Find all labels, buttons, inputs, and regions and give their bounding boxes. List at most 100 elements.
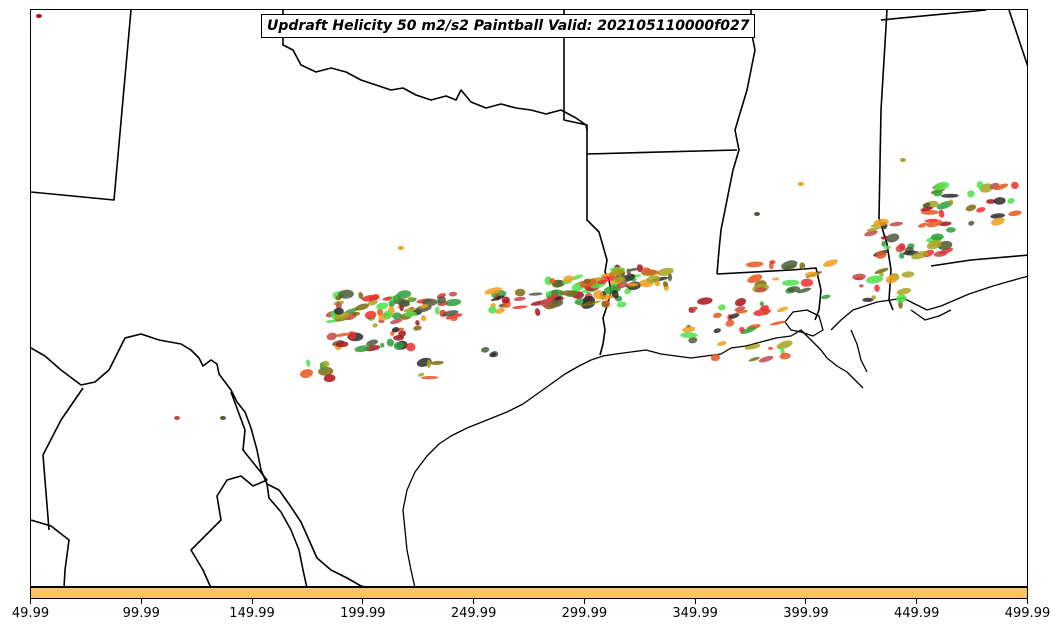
- border-rio-grande: [31, 333, 366, 586]
- paintball-blob: [873, 218, 889, 227]
- paintball-blob: [754, 212, 760, 216]
- paintball-blob: [376, 302, 389, 310]
- paintball-blob: [688, 337, 698, 344]
- paintball-blob: [641, 269, 659, 276]
- paintball-blob: [976, 207, 986, 213]
- paintball-blob: [718, 304, 726, 311]
- paintball-blob: [967, 190, 975, 198]
- paintball-blob: [398, 246, 404, 250]
- paintball-blob: [614, 276, 626, 283]
- paintball-blob: [866, 275, 884, 284]
- colorbar-tick-label: 349.99: [672, 606, 718, 621]
- paintball-blob: [682, 326, 696, 333]
- paintball-blob: [398, 330, 406, 337]
- colorbar-tick-label: 249.99: [450, 606, 497, 621]
- paintball-blob: [936, 200, 954, 210]
- coast-mobile: [850, 329, 868, 373]
- paintball-blob: [805, 271, 818, 278]
- paintball-blob: [563, 275, 574, 283]
- paintball-blob: [854, 277, 864, 281]
- paintball-blob: [396, 290, 412, 299]
- paintball-blob: [386, 338, 395, 347]
- paintball-blob: [753, 308, 771, 316]
- paintball-blob: [351, 311, 361, 316]
- paintball-blob: [545, 291, 552, 296]
- paintball-blob: [392, 312, 402, 320]
- paintball-blob: [358, 291, 364, 300]
- paintball-blob: [322, 360, 330, 368]
- paintball-blob: [583, 278, 591, 285]
- paintball-blob: [917, 222, 928, 228]
- paintball-blob: [938, 209, 945, 218]
- paintball-blob: [946, 227, 956, 233]
- paintball-blob: [326, 332, 337, 341]
- paintball-blob: [926, 240, 942, 250]
- coast-texas: [402, 329, 864, 586]
- paintball-blob: [697, 297, 713, 305]
- paintball-blob: [513, 296, 526, 302]
- paintball-blob: [554, 296, 563, 301]
- paintball-blob: [734, 298, 747, 307]
- colorbar-tick-label: 149.99: [229, 606, 275, 621]
- paintball-blob: [990, 213, 1005, 219]
- paintball-blob: [968, 220, 975, 226]
- paintball-blob: [787, 286, 801, 293]
- paintball-blob: [388, 300, 396, 307]
- paintball-blob: [864, 230, 878, 237]
- paintball-blob: [662, 281, 668, 287]
- paintball-blob: [879, 272, 884, 277]
- border-nm-co: [31, 10, 132, 201]
- paintball-blob: [534, 308, 541, 316]
- map-canvas: [31, 10, 1027, 586]
- paintball-blob: [800, 278, 814, 287]
- paintball-blob: [335, 341, 349, 348]
- paintball-blob: [601, 300, 607, 308]
- border-ga-fl: [930, 254, 1027, 267]
- paintball-blob: [417, 372, 425, 377]
- paintball-blob: [922, 202, 931, 208]
- paintball-blob: [390, 331, 395, 336]
- paintball-blob: [886, 233, 900, 243]
- paintball-blob: [748, 356, 760, 362]
- paintball-blob: [364, 310, 377, 320]
- coastline: [402, 275, 1027, 586]
- paintball-blob: [898, 243, 906, 251]
- paintball-blob: [444, 298, 462, 307]
- paintball-blob: [528, 292, 543, 296]
- paintball-blob: [403, 307, 416, 313]
- paintball-blob: [366, 339, 378, 347]
- colorbar-tick: [694, 599, 696, 604]
- paintball-blob: [799, 262, 806, 270]
- paintball-blob: [1007, 197, 1015, 204]
- paintball-blob: [874, 284, 880, 292]
- paintball-blob: [448, 291, 458, 297]
- paintball-blob: [776, 306, 789, 313]
- border-tx-ok: [282, 10, 588, 131]
- colorbar-tick: [251, 599, 253, 604]
- paintball-blob: [747, 274, 763, 283]
- paintball-blob: [716, 341, 727, 347]
- paintball-blob: [875, 251, 887, 259]
- border-ar-la: [586, 149, 738, 155]
- border-al-ga: [880, 10, 987, 21]
- paintball-blob: [994, 183, 1009, 191]
- paintball-blob: [680, 332, 698, 338]
- border-mx-states-1: [31, 519, 70, 586]
- paintball-blob: [36, 14, 42, 18]
- paintball-blob: [796, 287, 812, 294]
- colorbar-tick-label: 399.99: [783, 606, 829, 621]
- colorbar-tick-label: 499.99: [1004, 606, 1051, 621]
- paintball-blob: [426, 359, 432, 368]
- paintball-blob: [430, 360, 444, 365]
- colorbar-tick: [30, 599, 31, 604]
- paintball-blob: [889, 221, 904, 227]
- paintball-blob: [728, 313, 740, 319]
- border-ms-river: [716, 10, 756, 275]
- paintball-blob: [488, 306, 497, 314]
- paintball-blob: [713, 312, 722, 319]
- paintball-blob: [404, 311, 417, 317]
- paintball-blob: [344, 307, 359, 314]
- paintball-blob: [759, 301, 764, 306]
- paintball-blob: [481, 346, 490, 353]
- paintball-blob: [636, 264, 644, 273]
